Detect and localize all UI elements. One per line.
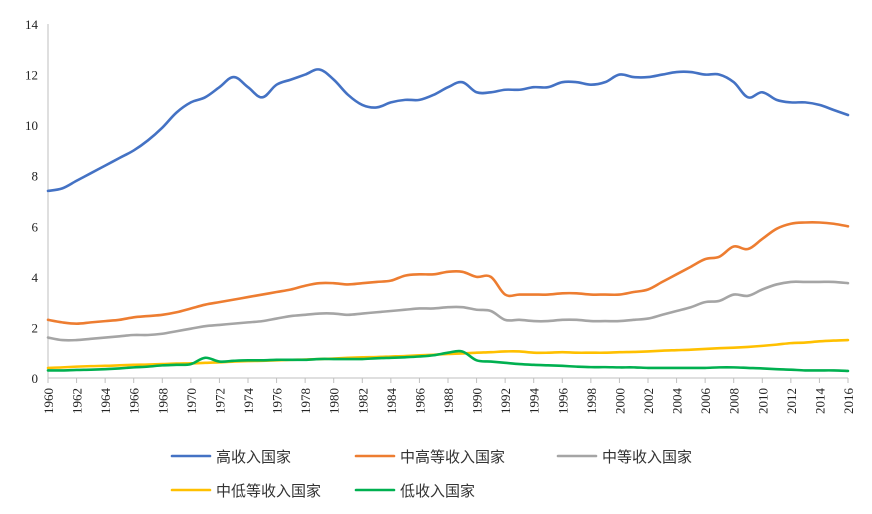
x-tick-label: 2000 [612,388,627,414]
legend-label: 中等收入国家 [602,448,692,466]
x-tick-label: 2012 [784,388,799,414]
series-line-2 [46,221,850,325]
y-tick-label: 14 [25,17,39,32]
x-tick-label: 2014 [812,388,827,415]
x-tick-label: 1998 [584,388,599,414]
x-tick-label: 1968 [155,388,170,414]
x-tick-label: 2016 [841,388,856,415]
y-tick-label: 2 [32,320,39,335]
y-tick-label: 6 [32,219,39,234]
x-tick-label: 1992 [498,388,513,414]
legend-item-3: 中等收入国家 [556,448,692,466]
y-axis-ticks: 0 2 4 6 8 10 12 14 [25,17,39,386]
y-tick-label: 0 [32,371,39,386]
x-tick-label: 1972 [212,388,227,414]
x-tick-label: 1962 [70,388,85,414]
y-tick-label: 4 [32,270,39,285]
x-tick-label: 1960 [41,388,56,414]
x-tick-label: 2006 [698,388,713,415]
plot-area: 0 2 4 6 8 10 12 14 1960 1962 1964 1966 1968 1970 1972… [25,17,856,414]
x-tick-label: 1966 [127,388,142,415]
legend-label: 中高等收入国家 [400,448,505,466]
legend-item-2: 中高等收入国家 [354,448,505,466]
x-axis-ticks: 1960 1962 1964 1966 1968 1970 1972 1974 1976 1978… [41,378,856,414]
legend-item-1: 高收入国家 [170,448,291,466]
x-tick-label: 1994 [527,388,542,415]
series-line-5 [46,349,850,373]
legend-label: 高收入国家 [216,448,291,466]
x-tick-label: 2010 [755,388,770,414]
x-tick-label: 1970 [184,388,199,414]
x-tick-label: 1986 [412,388,427,415]
legend-item-5: 低收入国家 [354,482,475,500]
legend-label: 低收入国家 [400,482,475,500]
series-line-3 [46,280,850,342]
x-tick-label: 1978 [298,388,313,414]
series-line-1 [46,68,850,193]
x-tick-label: 2002 [641,388,656,414]
x-tick-label: 1980 [327,388,342,414]
y-tick-label: 8 [32,169,39,184]
x-tick-label: 1988 [441,388,456,414]
x-tick-label: 1996 [555,388,570,415]
x-tick-label: 1982 [355,388,370,414]
x-tick-label: 1964 [98,388,113,415]
x-tick-label: 1976 [270,388,285,415]
legend-item-4: 中低等收入国家 [170,482,321,500]
legend-label: 中低等收入国家 [216,482,321,500]
x-tick-label: 1974 [241,388,256,415]
y-tick-label: 12 [25,68,38,83]
x-tick-label: 1984 [384,388,399,415]
y-tick-label: 10 [25,118,38,133]
series-lines [46,68,850,373]
x-tick-label: 1990 [470,388,485,414]
x-tick-label: 2004 [670,388,685,415]
x-tick-label: 2008 [727,388,742,414]
